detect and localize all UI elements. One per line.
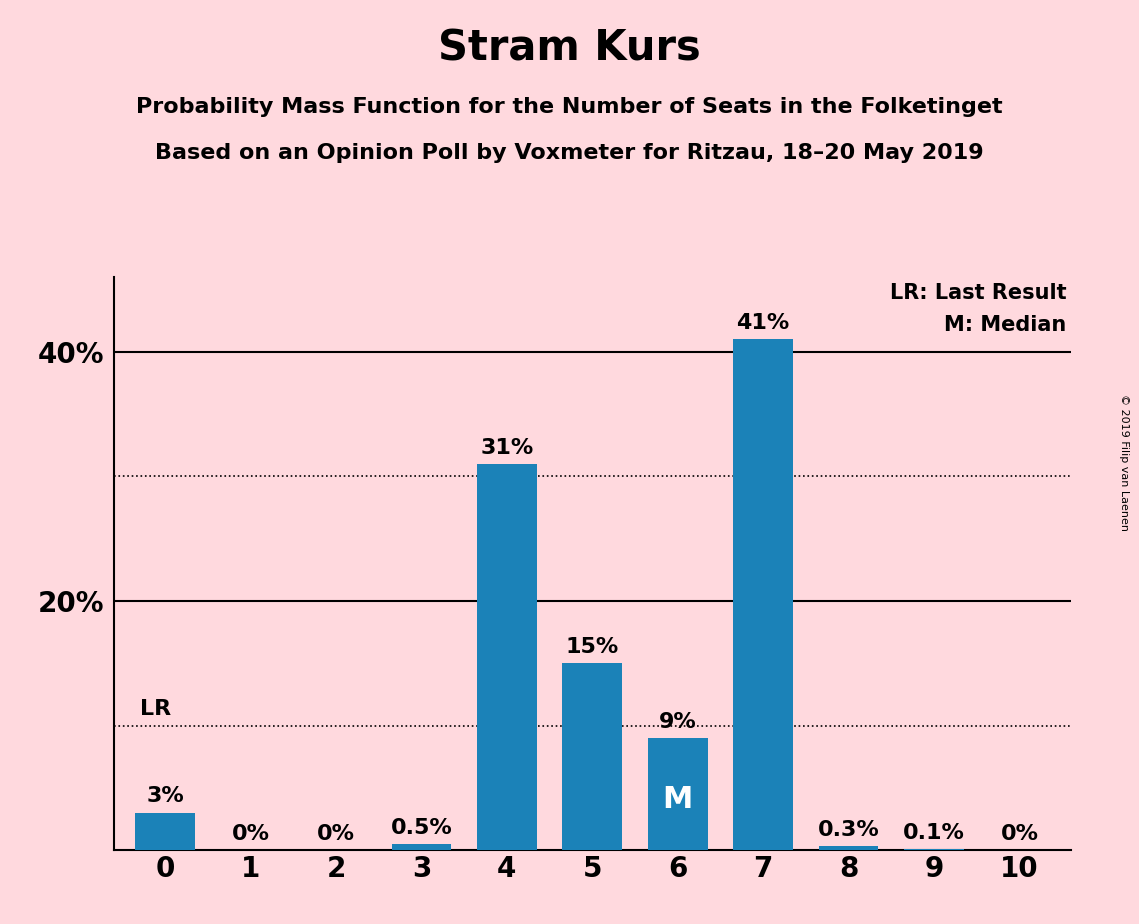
Text: 3%: 3%: [146, 786, 185, 807]
Bar: [819, 846, 878, 850]
Bar: [904, 849, 964, 850]
Text: 41%: 41%: [737, 313, 789, 334]
Text: 0%: 0%: [231, 824, 270, 844]
Text: 15%: 15%: [566, 637, 618, 657]
Bar: [563, 663, 622, 850]
Bar: [392, 844, 451, 850]
Text: Stram Kurs: Stram Kurs: [439, 28, 700, 69]
Text: 0.1%: 0.1%: [903, 822, 965, 843]
Text: LR: LR: [139, 699, 171, 719]
Bar: [477, 464, 536, 850]
Text: 0.5%: 0.5%: [391, 818, 452, 838]
Text: Probability Mass Function for the Number of Seats in the Folketinget: Probability Mass Function for the Number…: [137, 97, 1002, 117]
Text: M: M: [663, 785, 693, 814]
Text: LR: Last Result: LR: Last Result: [890, 284, 1066, 303]
Text: 0%: 0%: [317, 824, 355, 844]
Bar: [734, 339, 793, 850]
Text: © 2019 Filip van Laenen: © 2019 Filip van Laenen: [1120, 394, 1129, 530]
Text: 0%: 0%: [1000, 824, 1039, 844]
Text: M: Median: M: Median: [944, 314, 1066, 334]
Text: 0.3%: 0.3%: [818, 821, 879, 840]
Text: 31%: 31%: [481, 438, 533, 457]
Bar: [648, 738, 707, 850]
Text: Based on an Opinion Poll by Voxmeter for Ritzau, 18–20 May 2019: Based on an Opinion Poll by Voxmeter for…: [155, 143, 984, 164]
Text: 9%: 9%: [658, 711, 697, 732]
Bar: [136, 813, 195, 850]
